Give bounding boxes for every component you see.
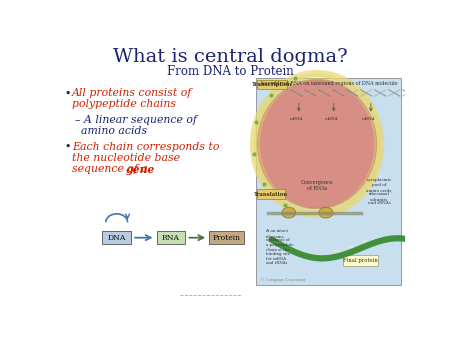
Text: Final protein: Final protein: [343, 258, 378, 263]
Text: Convergence
of RNAs: Convergence of RNAs: [301, 180, 333, 191]
Text: cytoplasmic
pool of
amino acids,
ribosomal
subunits,
and tRNAs: cytoplasmic pool of amino acids, ribosom…: [366, 178, 393, 206]
Text: sequence of a: sequence of a: [72, 164, 151, 174]
Text: Protein: Protein: [213, 234, 241, 242]
Text: amino acids: amino acids: [81, 126, 147, 136]
Ellipse shape: [282, 207, 296, 218]
Text: Assembly of RNA on unwound regions of DNA molecule: Assembly of RNA on unwound regions of DN…: [259, 81, 398, 86]
Text: leu: leu: [362, 239, 368, 243]
Text: Translation: Translation: [254, 192, 288, 196]
Text: Transcription: Transcription: [252, 82, 292, 87]
FancyBboxPatch shape: [157, 231, 185, 244]
Text: DNA: DNA: [108, 234, 126, 242]
Text: •: •: [64, 88, 70, 98]
Text: Each chain corresponds to: Each chain corresponds to: [72, 142, 219, 152]
Text: mRNA: mRNA: [324, 117, 338, 121]
FancyBboxPatch shape: [256, 189, 285, 199]
Text: © Cengage Learning: © Cengage Learning: [260, 277, 305, 282]
Text: mRNA: mRNA: [290, 117, 303, 121]
FancyBboxPatch shape: [256, 77, 401, 285]
Text: val: val: [333, 249, 339, 253]
Text: From DNA to Protein: From DNA to Protein: [167, 65, 294, 78]
Ellipse shape: [258, 79, 377, 209]
Text: the nucleotide base: the nucleotide base: [72, 153, 180, 163]
Text: All proteins consist of: All proteins consist of: [72, 88, 192, 98]
Text: – A linear sequence of: – A linear sequence of: [75, 115, 197, 125]
Text: RNA: RNA: [162, 234, 180, 242]
Ellipse shape: [319, 207, 333, 218]
Text: What is central dogma?: What is central dogma?: [113, 48, 348, 67]
Text: At an intact
ribosome,
synthesis of
a polypeptide
chain at the
binding site
for : At an intact ribosome, synthesis of a po…: [266, 229, 293, 265]
FancyBboxPatch shape: [343, 256, 378, 266]
FancyBboxPatch shape: [102, 231, 131, 244]
Text: •: •: [64, 142, 70, 152]
Text: ala: ala: [347, 245, 353, 249]
Text: gene: gene: [126, 164, 155, 175]
FancyBboxPatch shape: [256, 80, 287, 90]
Text: mRNA: mRNA: [362, 117, 375, 121]
FancyBboxPatch shape: [209, 231, 244, 244]
Text: polypeptide chains: polypeptide chains: [72, 99, 176, 109]
